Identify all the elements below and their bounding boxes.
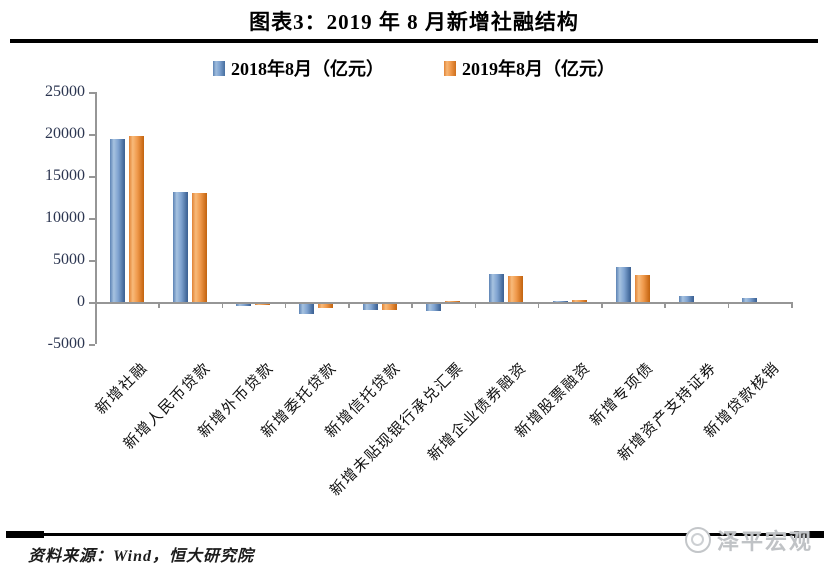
bar-2019-cat1 <box>191 192 207 302</box>
y-axis-tick-label: 5000 <box>53 251 85 268</box>
legend-item-2019: 2019年8月（亿元） <box>444 55 615 81</box>
bottom-rule-right-cap <box>794 531 824 538</box>
x-tick-mark <box>95 302 97 308</box>
y-tick-mark <box>89 92 95 94</box>
bottom-rule <box>6 533 824 536</box>
bar-2019-cat5 <box>445 300 460 302</box>
y-axis-tick-label: 15000 <box>45 167 85 184</box>
zeping-macro-label: 泽平宏观 <box>717 529 814 554</box>
bar-2019-cat8 <box>634 275 650 302</box>
y-axis-tick-label: 0 <box>77 293 85 310</box>
x-tick-mark <box>158 302 160 308</box>
bar-2019-cat6 <box>508 276 524 302</box>
zeping-macro-logo-icon <box>685 527 711 553</box>
bar-2018-cat5 <box>426 304 441 311</box>
bar-2018-cat3 <box>299 304 315 315</box>
x-tick-mark <box>411 302 413 308</box>
bar-2018-cat6 <box>489 273 505 302</box>
top-rule <box>10 39 818 43</box>
y-tick-mark <box>89 134 95 136</box>
legend-swatch-orange-icon <box>444 60 456 76</box>
y-axis-tick-label: 20000 <box>45 125 85 142</box>
legend-item-2018: 2018年8月（亿元） <box>213 55 384 81</box>
bar-2018-cat0 <box>109 138 125 302</box>
x-tick-mark <box>474 302 477 308</box>
y-tick-mark <box>89 260 95 262</box>
bar-2018-cat8 <box>615 267 631 302</box>
y-tick-mark <box>89 344 95 346</box>
bar-2018-cat2 <box>236 304 252 306</box>
x-tick-mark <box>727 302 730 308</box>
legend-swatch-blue-icon <box>213 60 225 76</box>
x-tick-mark <box>348 302 350 308</box>
source-note: 资料来源：Wind，恒大研究院 <box>28 548 254 565</box>
x-tick-mark <box>537 302 540 308</box>
y-axis-tick-label: 25000 <box>45 83 85 100</box>
bar-2019-cat7 <box>571 299 587 302</box>
bar-2018-cat1 <box>172 191 188 302</box>
y-tick-mark <box>89 176 95 178</box>
y-tick-mark <box>89 302 95 304</box>
y-tick-mark <box>89 218 95 220</box>
bar-2018-cat7 <box>552 300 568 302</box>
y-axis-line <box>95 92 97 344</box>
x-tick-mark <box>664 302 666 308</box>
legend-label-2019: 2019年8月（亿元） <box>462 59 615 79</box>
x-axis-line <box>95 302 791 304</box>
bar-2018-cat4 <box>362 304 378 310</box>
y-axis-tick-label: 10000 <box>45 209 85 226</box>
bar-2018-cat9 <box>679 296 695 302</box>
y-axis-tick-label: -5000 <box>47 335 85 352</box>
legend: 2018年8月（亿元） 2019年8月（亿元） <box>0 55 828 81</box>
bar-2019-cat0 <box>128 135 144 302</box>
bottom-rule-left-cap <box>6 531 44 538</box>
bar-2019-cat3 <box>318 304 334 309</box>
x-tick-mark <box>791 302 793 308</box>
bar-2018-cat10 <box>742 298 758 302</box>
bar-2019-cat4 <box>381 304 397 310</box>
bar-2019-cat2 <box>255 304 271 305</box>
x-tick-mark <box>221 302 224 308</box>
zeping-macro-watermark: 泽平宏观 <box>685 524 813 556</box>
x-tick-mark <box>284 302 287 308</box>
x-tick-mark <box>601 302 603 308</box>
legend-label-2018: 2018年8月（亿元） <box>231 59 384 79</box>
chart-title: 图表3：2019 年 8 月新增社融结构 <box>249 10 579 34</box>
